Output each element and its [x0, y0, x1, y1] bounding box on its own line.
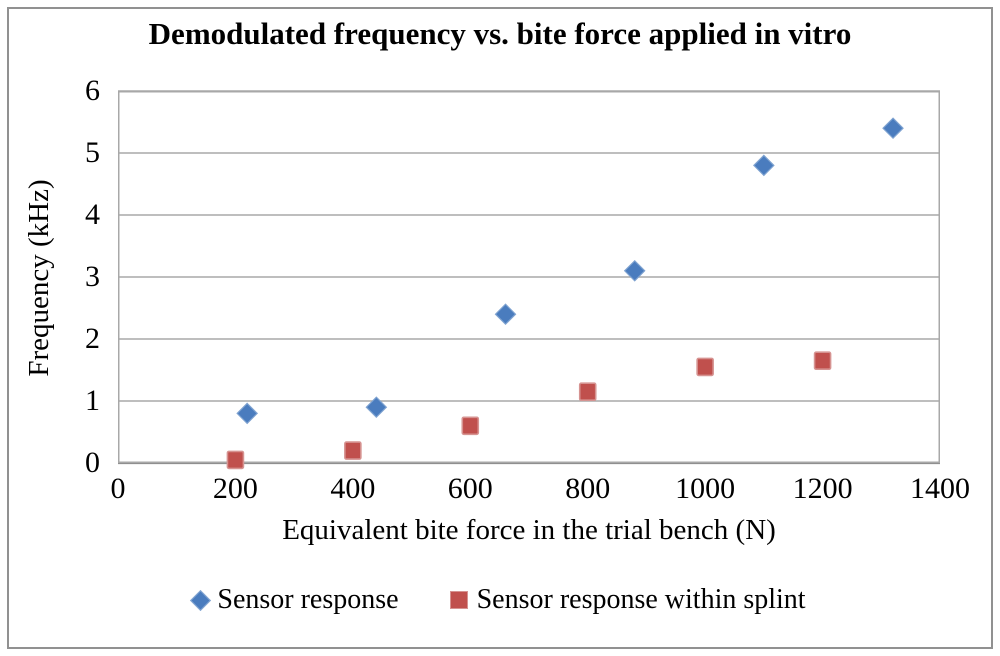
x-axis-title: Equivalent bite force in the trial bench… [282, 514, 776, 546]
data-point-square [696, 357, 714, 377]
data-point-diamond [236, 402, 259, 425]
data-point-diamond [365, 396, 388, 419]
plot-border [118, 91, 940, 463]
y-tick-label: 5 [85, 136, 100, 169]
data-point-diamond [753, 154, 775, 177]
data-point-square [813, 351, 832, 371]
data-point-square [226, 450, 245, 470]
legend-item-sensor-response: Sensor response [190, 584, 399, 616]
x-tick-label: 600 [447, 472, 493, 505]
data-point-square [344, 441, 362, 460]
legend-label: Sensor response [217, 584, 399, 615]
data-point-diamond [882, 117, 904, 140]
x-tick-label: 800 [565, 472, 611, 505]
data-point-diamond [494, 303, 517, 326]
square-marker-icon [449, 591, 468, 609]
y-tick-label: 2 [85, 322, 100, 355]
y-tick-label: 4 [85, 198, 100, 231]
x-tick-label: 1400 [910, 472, 970, 505]
data-point-diamond [623, 259, 646, 282]
diamond-marker-icon [190, 589, 212, 611]
x-tick-label: 400 [330, 472, 376, 505]
x-tick-label: 0 [110, 472, 126, 505]
x-tick-label: 1200 [792, 472, 853, 505]
chart-legend: Sensor response Sensor response within s… [0, 584, 1000, 616]
data-point-square [461, 416, 480, 436]
x-tick-label: 1000 [675, 472, 736, 505]
plot-area [118, 91, 940, 470]
legend-item-sensor-response-within-splint: Sensor response within splint [449, 584, 806, 616]
y-tick-label: 3 [85, 260, 100, 293]
chart-title: Demodulated frequency vs. bite force app… [148, 16, 852, 51]
y-tick-label: 1 [85, 384, 100, 417]
data-point-square [578, 382, 597, 402]
x-tick-label: 200 [212, 472, 258, 505]
legend-label: Sensor response within splint [476, 584, 806, 615]
y-tick-label: 0 [85, 446, 100, 479]
y-tick-label: 6 [85, 74, 100, 107]
